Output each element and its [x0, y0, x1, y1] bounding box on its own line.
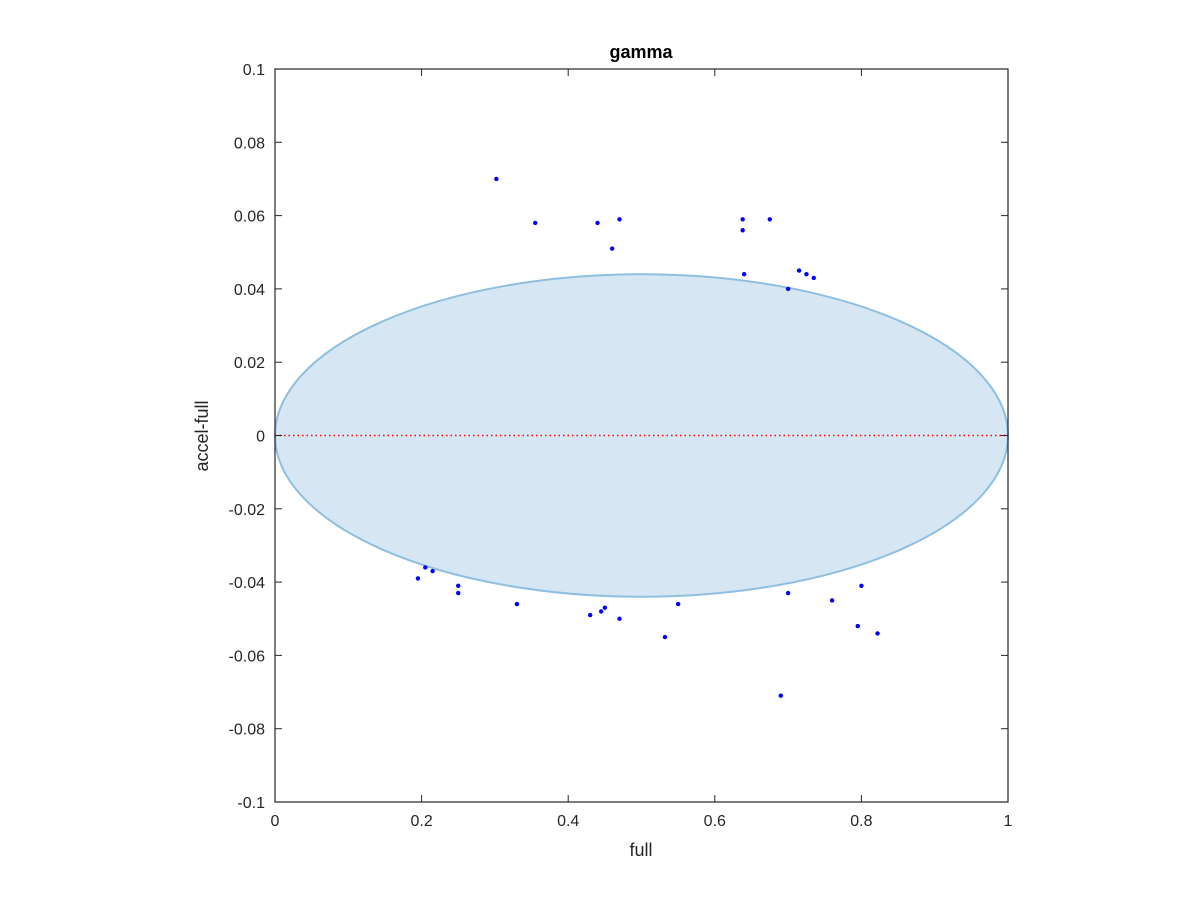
data-point — [875, 631, 880, 636]
data-point — [415, 576, 421, 581]
data-point — [741, 272, 747, 277]
data-point — [785, 286, 791, 292]
data-point — [796, 268, 802, 273]
data-point — [617, 616, 622, 621]
y-tick-label: -0.08 — [229, 722, 266, 739]
data-point — [662, 634, 668, 640]
x-tick-label: 0.6 — [704, 813, 726, 830]
data-point — [778, 693, 783, 698]
data-point — [609, 246, 615, 251]
x-tick-label: 0.8 — [850, 813, 872, 830]
confidence-ellipse — [274, 273, 1009, 598]
y-axis-label: accel-full — [192, 400, 212, 471]
y-tick-label: 0.08 — [234, 135, 265, 152]
data-point — [587, 612, 593, 618]
data-point — [494, 176, 499, 182]
data-point — [602, 605, 608, 610]
data-point — [675, 601, 681, 607]
y-tick-label: -0.02 — [229, 502, 266, 519]
data-point — [804, 272, 809, 277]
x-tick-label: 1 — [1004, 813, 1013, 830]
data-point — [811, 275, 816, 281]
data-point — [855, 623, 860, 629]
x-axis-label: full — [629, 840, 652, 860]
y-tick-label: 0 — [256, 429, 265, 446]
data-point — [859, 583, 864, 588]
y-tick-label: 0.06 — [234, 209, 265, 226]
x-tick-labels: 0 0.2 0.4 0.6 0.8 1 — [271, 813, 1013, 830]
data-point — [617, 217, 622, 222]
data-point — [533, 220, 538, 226]
x-tick-label: 0.4 — [557, 813, 579, 830]
data-point — [423, 565, 428, 570]
data-point — [767, 217, 772, 222]
data-point — [456, 583, 461, 588]
data-points — [415, 176, 880, 698]
data-point — [829, 598, 835, 603]
y-tick-label: 0.02 — [234, 355, 265, 372]
data-point — [514, 601, 520, 607]
y-tick-label: -0.1 — [237, 795, 265, 812]
data-point — [740, 217, 745, 222]
y-tick-labels: 0.1 0.08 0.06 0.04 0.02 0 -0.02 -0.04 -0.06 -0.08… — [229, 62, 266, 812]
y-tick-label: -0.04 — [229, 575, 266, 592]
data-point — [598, 609, 604, 614]
data-point — [740, 228, 745, 233]
axis-ticks — [274, 68, 1009, 803]
chart-title: gamma — [609, 42, 673, 62]
data-point — [456, 590, 461, 596]
data-point — [430, 568, 435, 574]
data-point — [785, 590, 791, 596]
data-point — [595, 220, 600, 226]
x-tick-label: 0 — [271, 813, 280, 830]
y-tick-label: -0.06 — [229, 648, 266, 665]
y-tick-label: 0.04 — [234, 282, 265, 299]
x-tick-label: 0.2 — [410, 813, 432, 830]
y-tick-label: 0.1 — [243, 62, 265, 79]
plot-area — [274, 68, 1009, 803]
